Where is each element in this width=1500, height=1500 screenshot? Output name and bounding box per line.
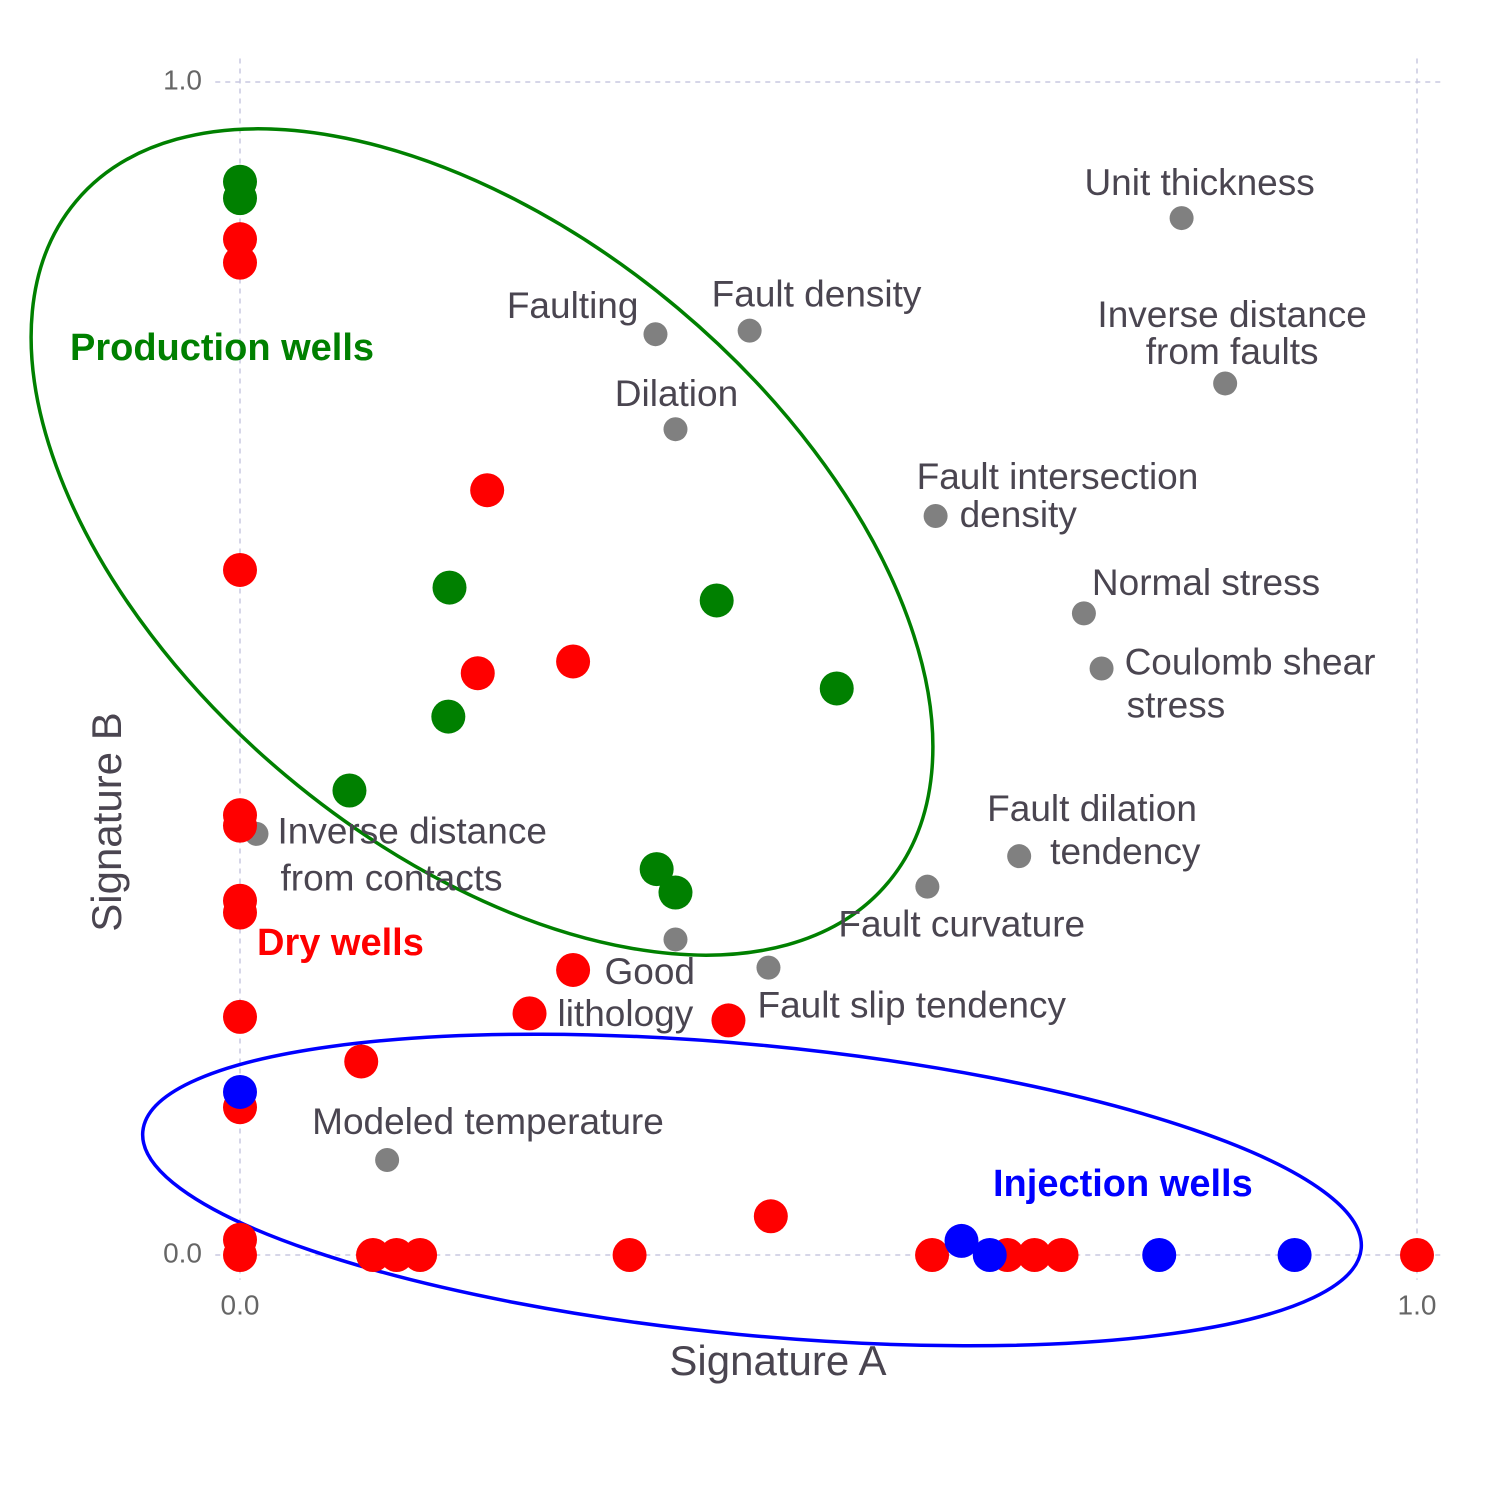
y-tick-label: 1.0 — [163, 64, 202, 95]
group-label: Injection wells — [993, 1163, 1253, 1205]
well-point — [223, 552, 257, 587]
well-point — [1142, 1238, 1177, 1272]
feature-point — [663, 417, 688, 442]
x-tick-label: 0.0 — [221, 1289, 260, 1320]
well-point — [1044, 1238, 1079, 1272]
well-point — [223, 1238, 257, 1272]
point-label: Coulomb shear — [1125, 641, 1376, 682]
well-point — [944, 1223, 979, 1258]
well-point — [460, 656, 495, 691]
well-point — [1400, 1238, 1434, 1272]
point-label: Fault slip tendency — [757, 984, 1066, 1025]
feature-point — [915, 874, 940, 899]
well-point — [379, 1238, 414, 1272]
x-axis-label: Signature A — [669, 1337, 886, 1384]
y-tick-label: 0.0 — [163, 1237, 202, 1268]
feature-point — [663, 927, 688, 952]
well-point — [223, 895, 257, 930]
point-label: Modeled temperature — [312, 1101, 664, 1142]
well-point — [658, 875, 693, 910]
well-point — [711, 1003, 746, 1038]
injection-ellipse — [140, 1032, 1364, 1348]
well-point — [356, 1238, 391, 1272]
feature-point — [1007, 844, 1032, 869]
well-point — [223, 999, 257, 1034]
well-point — [403, 1238, 438, 1272]
point-label: Unit thickness — [1084, 162, 1314, 203]
well-point — [223, 181, 257, 216]
point-label: Normal stress — [1092, 562, 1320, 603]
well-point — [223, 1074, 257, 1109]
feature-point — [643, 322, 668, 347]
point-label: lithology — [557, 993, 693, 1034]
point-label: from contacts — [280, 858, 502, 899]
well-point — [223, 222, 257, 257]
well-point — [223, 245, 257, 280]
point-label: from faults — [1146, 331, 1319, 372]
well-point — [915, 1238, 950, 1272]
well-point — [431, 699, 466, 734]
well-point — [556, 644, 591, 679]
well-point — [639, 852, 674, 887]
well-point — [223, 808, 257, 843]
point-label: Dilation — [615, 373, 738, 414]
well-point — [332, 773, 367, 808]
point-label: density — [960, 494, 1078, 535]
group-label: Dry wells — [257, 922, 424, 964]
well-point — [470, 473, 505, 508]
x-tick-label: 1.0 — [1398, 1289, 1437, 1320]
y-axis-label: Signature B — [83, 712, 130, 931]
production-ellipse — [29, 127, 935, 957]
well-point — [612, 1238, 647, 1272]
group-label: Production wells — [70, 327, 374, 369]
feature-point — [1169, 206, 1194, 231]
feature-point — [1213, 371, 1238, 396]
point-label: tendency — [1050, 831, 1201, 872]
well-point — [819, 671, 854, 706]
point-label: Fault dilation — [987, 788, 1197, 829]
point-label: Fault density — [712, 273, 922, 314]
well-point — [344, 1044, 379, 1079]
point-label: Fault intersection — [917, 456, 1199, 497]
point-label: Faulting — [507, 285, 639, 326]
feature-point — [737, 318, 762, 343]
well-point — [556, 952, 591, 987]
well-point — [1277, 1238, 1312, 1272]
point-label: Good — [604, 951, 695, 992]
point-label: stress — [1127, 684, 1226, 725]
feature-point — [1071, 601, 1096, 626]
feature-point — [1089, 656, 1114, 681]
well-point — [972, 1238, 1007, 1272]
well-point — [1017, 1238, 1052, 1272]
feature-point — [923, 504, 948, 529]
point-label: Fault curvature — [838, 903, 1085, 944]
well-point — [699, 583, 734, 618]
feature-point — [756, 955, 781, 980]
well-point — [512, 996, 547, 1031]
point-label: Inverse distance — [1097, 294, 1366, 335]
well-point — [432, 570, 467, 605]
point-label: Inverse distance — [277, 811, 546, 852]
well-point — [753, 1199, 788, 1234]
feature-point — [375, 1147, 400, 1172]
